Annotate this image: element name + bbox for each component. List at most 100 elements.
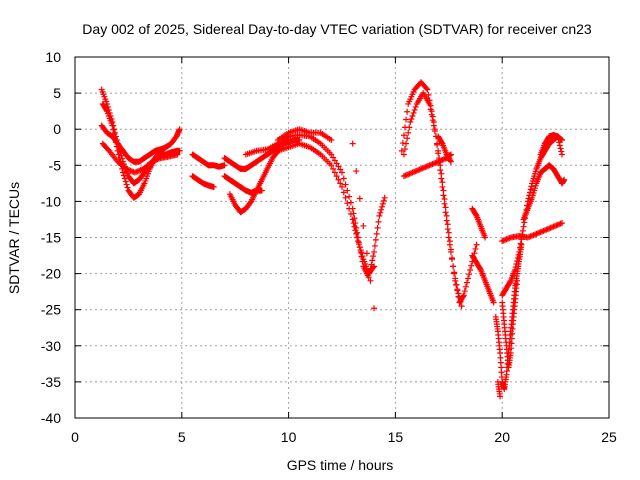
data-point [367,277,374,284]
series-pass-u [499,277,521,371]
data-point [124,184,131,191]
data-point [330,165,337,172]
data-point [358,250,365,257]
data-point [328,151,335,158]
data-point [514,257,521,264]
data-point [507,279,514,286]
data-point [439,183,446,190]
data-point [340,189,347,196]
data-point [355,238,362,245]
series-pass-x [520,162,568,223]
data-point [516,248,523,255]
data-point [371,242,378,249]
series-pass-w [499,133,566,299]
data-point [449,256,456,263]
y-tick-label: -15 [41,230,61,246]
data-point [330,154,337,161]
data-point [120,169,127,176]
data-point [482,234,489,241]
data-point [409,112,416,119]
data-point [353,168,360,175]
data-point [446,241,453,248]
data-point [438,139,445,146]
data-point [337,180,344,187]
data-point [349,216,356,223]
data-point [410,109,417,116]
data-point [176,126,183,133]
data-point [221,162,228,169]
series-pass-v [494,378,504,400]
data-point [451,270,458,277]
data-point [517,240,524,247]
data-point [110,126,117,133]
data-point [370,253,377,260]
data-point [460,292,467,299]
data-point [441,200,448,207]
x-tick-label: 20 [494,429,510,445]
data-point [497,393,504,400]
data-point [176,147,183,154]
data-point [356,195,363,202]
data-point [376,212,383,219]
data-point [463,279,470,286]
data-point [162,144,169,151]
x-axis-label: GPS time / hours [287,457,394,473]
data-point [398,147,405,154]
data-point [527,186,534,193]
data-point [445,234,452,241]
data-point [340,175,347,182]
x-tick-label: 0 [71,429,79,445]
data-point [379,203,386,210]
data-point [467,266,474,273]
data-point [466,271,473,278]
data-point [174,151,181,158]
data-point [452,277,459,284]
data-point [525,195,532,202]
data-point [115,151,122,158]
data-point [444,226,451,233]
data-point [402,146,409,153]
data-point [349,140,356,147]
data-point [558,148,565,155]
y-axis-label: SDTVAR / TECUs [6,182,22,294]
data-point [335,163,342,170]
data-point [375,218,382,225]
data-point [109,122,116,129]
data-points [98,79,568,400]
data-point [400,132,407,139]
data-point [379,200,386,207]
data-point [342,181,349,188]
data-point [427,106,434,113]
data-point [378,206,385,213]
data-point [438,175,445,182]
data-point [430,122,437,129]
data-point [457,298,464,305]
data-point [122,178,129,185]
series-pass-s [469,252,497,306]
series-pass-y [499,220,566,245]
data-point [346,193,353,200]
data-point [468,262,475,269]
data-point [354,234,361,241]
series-pass-f [189,173,217,190]
data-point [517,244,523,251]
data-point [404,135,411,142]
data-point [360,222,367,229]
data-point [247,199,254,206]
data-point [339,183,345,190]
data-point [461,288,468,295]
data-point [561,176,568,183]
series-pass-q [435,133,454,165]
data-point [353,230,360,237]
data-point [119,155,126,162]
y-tick-label: 5 [53,85,61,101]
data-point [356,244,363,251]
data-point [437,167,444,174]
data-point [344,187,351,194]
y-tick-label: -30 [41,338,61,354]
data-point [370,264,377,271]
data-point [344,200,351,207]
data-point [557,145,564,152]
series-pass-k [274,140,378,277]
data-point [411,106,418,113]
